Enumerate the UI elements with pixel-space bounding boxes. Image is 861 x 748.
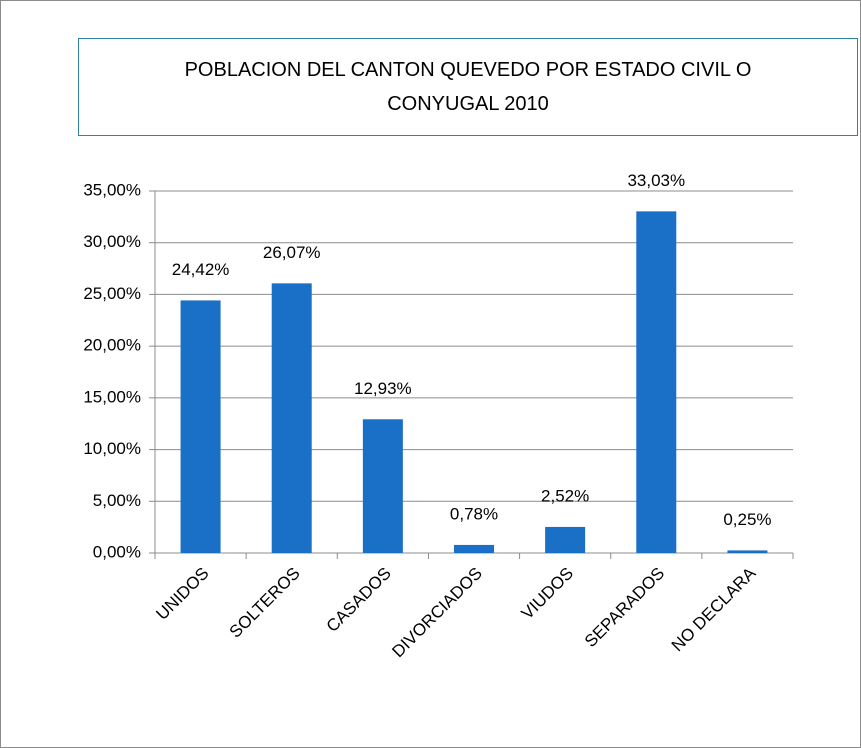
bar [271, 283, 312, 553]
y-tick-label: 20,00% [83, 336, 141, 355]
data-label: 12,93% [354, 379, 412, 398]
y-tick-label: 0,00% [93, 542, 141, 561]
y-tick-label: 15,00% [83, 387, 141, 406]
data-label: 2,52% [541, 486, 589, 505]
y-tick-label: 5,00% [93, 491, 141, 510]
bar [454, 544, 494, 553]
y-tick-label: 10,00% [83, 439, 141, 458]
x-tick-label: DIVORCIADOS [388, 564, 486, 662]
x-tick-label: VIUDOS [518, 564, 578, 624]
data-label: 33,03% [627, 171, 685, 190]
x-tick-label: UNIDOS [152, 564, 212, 624]
y-tick-label: 35,00% [83, 180, 141, 199]
y-tick-label: 30,00% [83, 232, 141, 251]
data-label: 24,42% [172, 260, 230, 279]
bar [545, 526, 586, 553]
data-label: 0,78% [450, 504, 498, 523]
bar [727, 550, 768, 553]
y-tick-label: 25,00% [83, 284, 141, 303]
bar [362, 419, 403, 553]
x-tick-label: SEPARADOS [581, 564, 668, 651]
x-tick-label: SOLTEROS [226, 564, 304, 642]
x-tick-label: NO DECLARA [668, 563, 760, 655]
data-label: 26,07% [263, 243, 321, 262]
x-tick-label: CASADOS [323, 564, 395, 636]
chart-title: POBLACION DEL CANTON QUEVEDO POR ESTADO … [184, 59, 752, 115]
title-box: POBLACION DEL CANTON QUEVEDO POR ESTADO … [78, 38, 858, 136]
bar [180, 300, 221, 553]
bar [636, 211, 677, 553]
data-label: 0,25% [723, 510, 771, 529]
